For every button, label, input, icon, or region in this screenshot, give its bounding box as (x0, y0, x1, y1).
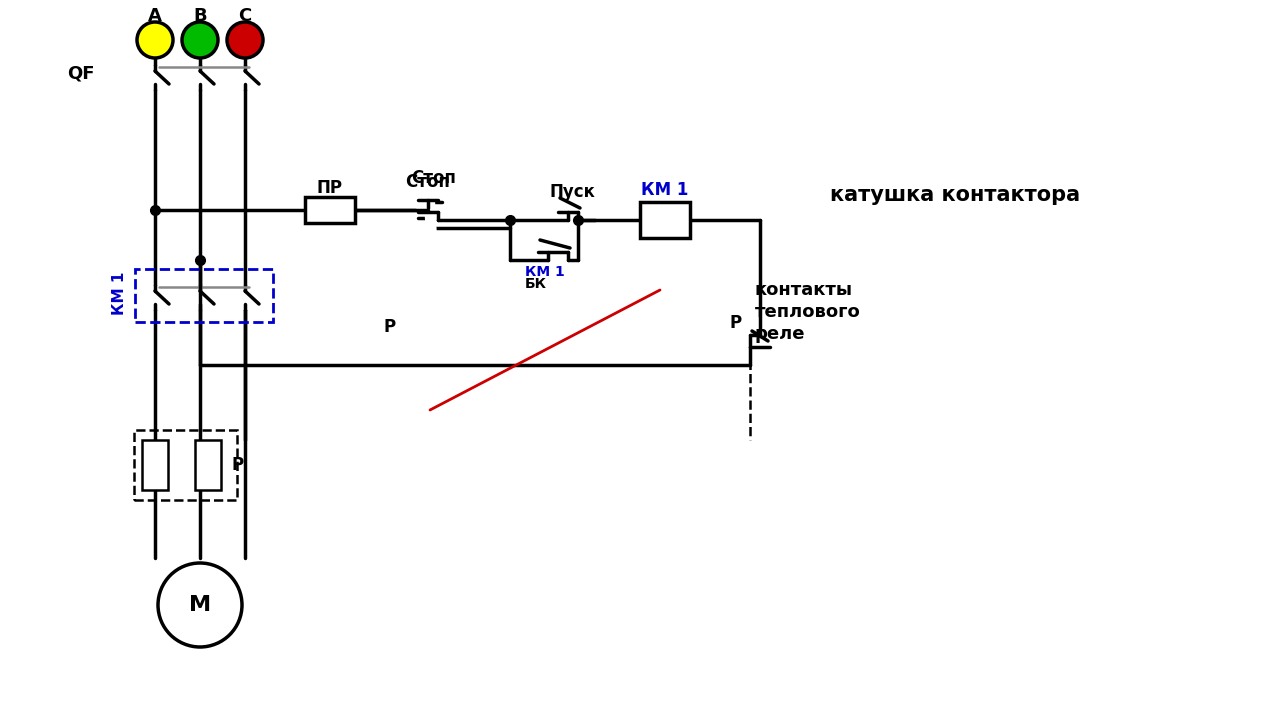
Text: B: B (193, 7, 207, 25)
Text: ПР: ПР (317, 179, 343, 197)
Text: Р: Р (230, 456, 243, 474)
Text: БК: БК (525, 277, 547, 291)
Text: Стоп: Стоп (412, 169, 457, 187)
Bar (142, 440, 168, 490)
Circle shape (227, 22, 262, 58)
Text: A: A (148, 7, 163, 25)
Text: реле: реле (755, 325, 805, 343)
Text: КМ 1: КМ 1 (641, 181, 689, 199)
Text: QF: QF (68, 64, 95, 82)
Text: Стоп: Стоп (406, 173, 451, 191)
Text: теплового: теплового (755, 303, 860, 321)
Text: контакты: контакты (755, 281, 854, 299)
Text: Р: Р (384, 318, 396, 336)
Bar (640, 202, 690, 238)
Text: М: М (189, 595, 211, 615)
Circle shape (182, 22, 218, 58)
Text: КМ 1: КМ 1 (525, 265, 564, 279)
Circle shape (157, 563, 242, 647)
Text: Р: Р (730, 314, 742, 332)
Bar (305, 197, 355, 223)
Bar (195, 440, 221, 490)
Text: КМ 1: КМ 1 (113, 271, 127, 315)
Text: C: C (238, 7, 252, 25)
Text: Пуск: Пуск (549, 183, 595, 201)
Circle shape (137, 22, 173, 58)
Text: катушка контактора: катушка контактора (829, 185, 1080, 205)
